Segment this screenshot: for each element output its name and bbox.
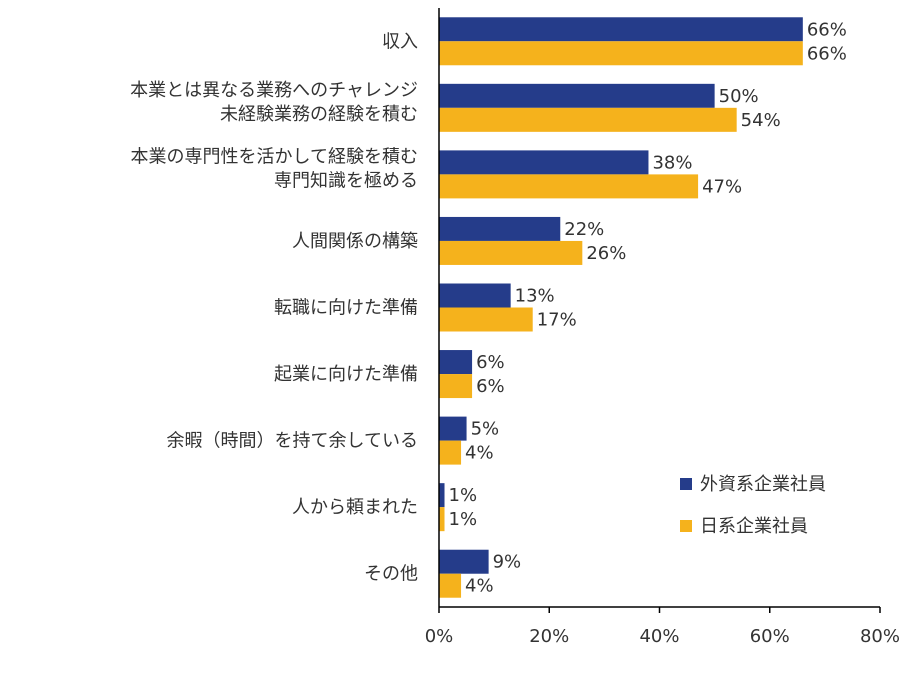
category-label-1-line-0: 本業とは異なる業務へのチャレンジ [130, 80, 418, 101]
value-label-japanese-6: 4% [465, 443, 494, 464]
legend-label-1: 日系企業社員 [700, 516, 808, 537]
value-label-japanese-2: 47% [702, 176, 742, 197]
value-label-foreign-6: 5% [471, 419, 500, 440]
bar-japanese-4 [439, 307, 533, 332]
bar-japanese-2 [439, 174, 699, 199]
bar-foreign-2 [439, 150, 649, 175]
value-label-japanese-7: 1% [449, 509, 478, 530]
category-label-0: 収入 [382, 31, 418, 52]
category-label-2-line-0: 本業の専門性を活かして経験を積む [131, 146, 418, 167]
x-tick-label-0: 0% [425, 626, 454, 647]
value-label-foreign-1: 50% [719, 86, 759, 107]
axes-layer: 0% 20% 40% 60% 80% [425, 8, 900, 647]
category-label-5: 起業に向けた準備 [274, 364, 418, 385]
category-label-2-line-1: 専門知識を極める [274, 170, 418, 191]
value-label-japanese-5: 6% [476, 376, 505, 397]
category-labels-layer: 収入本業とは異なる業務へのチャレンジ未経験業務の経験を積む本業の専門性を活かして… [130, 31, 418, 584]
bar-foreign-5 [439, 350, 473, 375]
value-label-japanese-8: 4% [465, 576, 494, 597]
category-label-4: 転職に向けた準備 [274, 298, 418, 319]
legend-swatch-1 [680, 520, 692, 532]
value-label-foreign-8: 9% [493, 552, 522, 573]
bar-foreign-1 [439, 83, 715, 108]
value-label-japanese-1: 54% [741, 110, 781, 131]
value-label-foreign-2: 38% [652, 152, 692, 173]
value-label-japanese-3: 26% [586, 243, 626, 264]
category-label-6: 余暇（時間）を持て余している [167, 431, 418, 452]
legend-swatch-0 [680, 478, 692, 490]
x-tick-label-80: 80% [860, 626, 900, 647]
value-label-japanese-0: 66% [807, 43, 847, 64]
value-label-foreign-3: 22% [564, 219, 604, 240]
value-label-foreign-7: 1% [449, 485, 478, 506]
bar-foreign-4 [439, 283, 511, 308]
bar-foreign-7 [439, 483, 445, 508]
category-label-1-line-1: 未経験業務の経験を積む [220, 104, 418, 125]
bar-japanese-0 [439, 41, 803, 66]
bar-japanese-1 [439, 107, 737, 132]
x-tick-label-40: 40% [639, 626, 679, 647]
category-label-3: 人間関係の構築 [292, 231, 418, 252]
value-label-foreign-5: 6% [476, 352, 505, 373]
x-tick-label-60: 60% [750, 626, 790, 647]
value-label-foreign-4: 13% [515, 286, 555, 307]
value-label-japanese-4: 17% [537, 310, 577, 331]
bar-foreign-6 [439, 416, 467, 441]
category-label-8: その他 [364, 564, 418, 585]
bar-foreign-0 [439, 17, 803, 42]
bar-foreign-3 [439, 216, 561, 241]
bar-japanese-8 [439, 573, 462, 598]
bars-layer [439, 17, 803, 598]
x-tick-label-20: 20% [529, 626, 569, 647]
bar-japanese-3 [439, 240, 583, 265]
value-label-foreign-0: 66% [807, 19, 847, 40]
category-label-7: 人から頼まれた [292, 497, 418, 518]
bar-japanese-6 [439, 440, 462, 465]
bar-japanese-7 [439, 507, 445, 532]
value-labels-layer: 66% 66% 50% 54% 38% 47% 22% 26% 13% 17% 6% 6% 5% 4% 1%… [449, 19, 847, 596]
bar-japanese-5 [439, 374, 473, 399]
legend-label-0: 外資系企業社員 [700, 474, 826, 495]
bar-foreign-8 [439, 549, 489, 574]
